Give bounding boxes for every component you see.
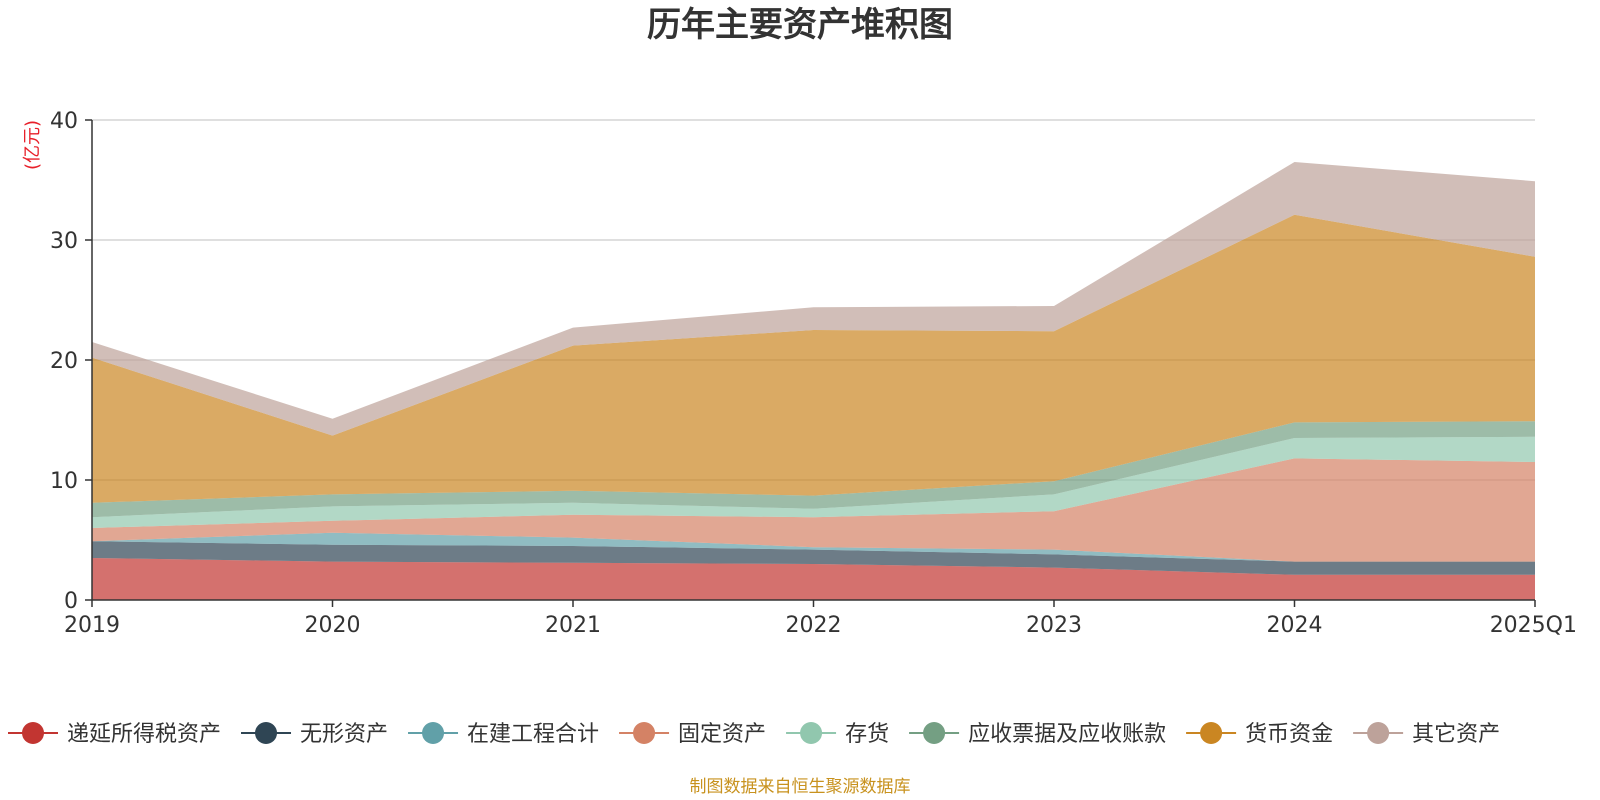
x-tick-label: 2025Q1 (1490, 613, 1577, 638)
legend-swatch-dot (22, 722, 44, 744)
x-tick-label: 2019 (64, 613, 120, 638)
y-tick-labels: 0 10 20 30 40 (50, 109, 78, 614)
x-tick-label: 2021 (545, 613, 601, 638)
legend-swatch-dot (1367, 722, 1390, 744)
y-tick-label: 10 (50, 469, 78, 494)
x-tick-label: 2022 (786, 613, 842, 638)
legend-label: 应收票据及应收账款 (968, 722, 1166, 747)
legend-item[interactable]: 货币资金 (1186, 722, 1333, 747)
series-area-1 (92, 541, 1535, 575)
legend-label: 货币资金 (1245, 722, 1333, 747)
legend-label: 递延所得税资产 (67, 722, 221, 747)
y-tick-label: 40 (50, 109, 78, 134)
legend-item[interactable]: 存货 (786, 722, 889, 747)
series-area-3 (92, 458, 1535, 562)
x-tick-labels: 2019 2020 2021 2022 2023 2024 2025Q1 (64, 613, 1577, 638)
y-tick-label: 0 (64, 589, 78, 614)
legend-item[interactable]: 无形资产 (241, 722, 388, 747)
legend-swatch-dot (422, 722, 445, 744)
x-tick-label: 2023 (1026, 613, 1082, 638)
chart-title: 历年主要资产堆积图 (647, 5, 953, 45)
series-area-4 (92, 436, 1535, 528)
legend-item[interactable]: 其它资产 (1353, 722, 1500, 747)
legend-label: 固定资产 (678, 722, 766, 747)
series-area-2 (92, 532, 1535, 562)
series-area-5 (92, 421, 1535, 518)
series-area-6 (92, 214, 1535, 503)
y-tick-label: 20 (50, 349, 78, 374)
legend-item[interactable]: 在建工程合计 (408, 722, 599, 747)
legend-item[interactable]: 固定资产 (619, 722, 766, 747)
series-area-7 (92, 162, 1535, 436)
legend-item[interactable]: 应收票据及应收账款 (909, 722, 1166, 747)
series-areas (92, 162, 1535, 600)
legend-label: 在建工程合计 (467, 722, 599, 747)
legend-item[interactable]: 递延所得税资产 (8, 722, 221, 747)
legend-swatch-dot (923, 722, 946, 744)
legend-swatch-dot (633, 722, 656, 744)
series-area-0 (92, 558, 1535, 600)
legend-label: 无形资产 (300, 722, 388, 747)
y-axis-unit-label: (亿元) (22, 120, 43, 170)
x-tick-label: 2024 (1267, 613, 1323, 638)
y-tick-label: 30 (50, 229, 78, 254)
legend-swatch-dot (1200, 722, 1223, 744)
source-note: 制图数据来自恒生聚源数据库 (690, 777, 911, 797)
legend-swatch-dot (800, 722, 823, 744)
legend: 递延所得税资产 无形资产 在建工程合计 固定资产 存货 应收票据及应收账款 货币资金 其它资产 (8, 722, 1500, 747)
legend-label: 其它资产 (1412, 722, 1500, 747)
legend-label: 存货 (845, 722, 889, 747)
x-tick-label: 2020 (305, 613, 361, 638)
axes (85, 119, 1536, 607)
legend-swatch-dot (255, 722, 278, 744)
